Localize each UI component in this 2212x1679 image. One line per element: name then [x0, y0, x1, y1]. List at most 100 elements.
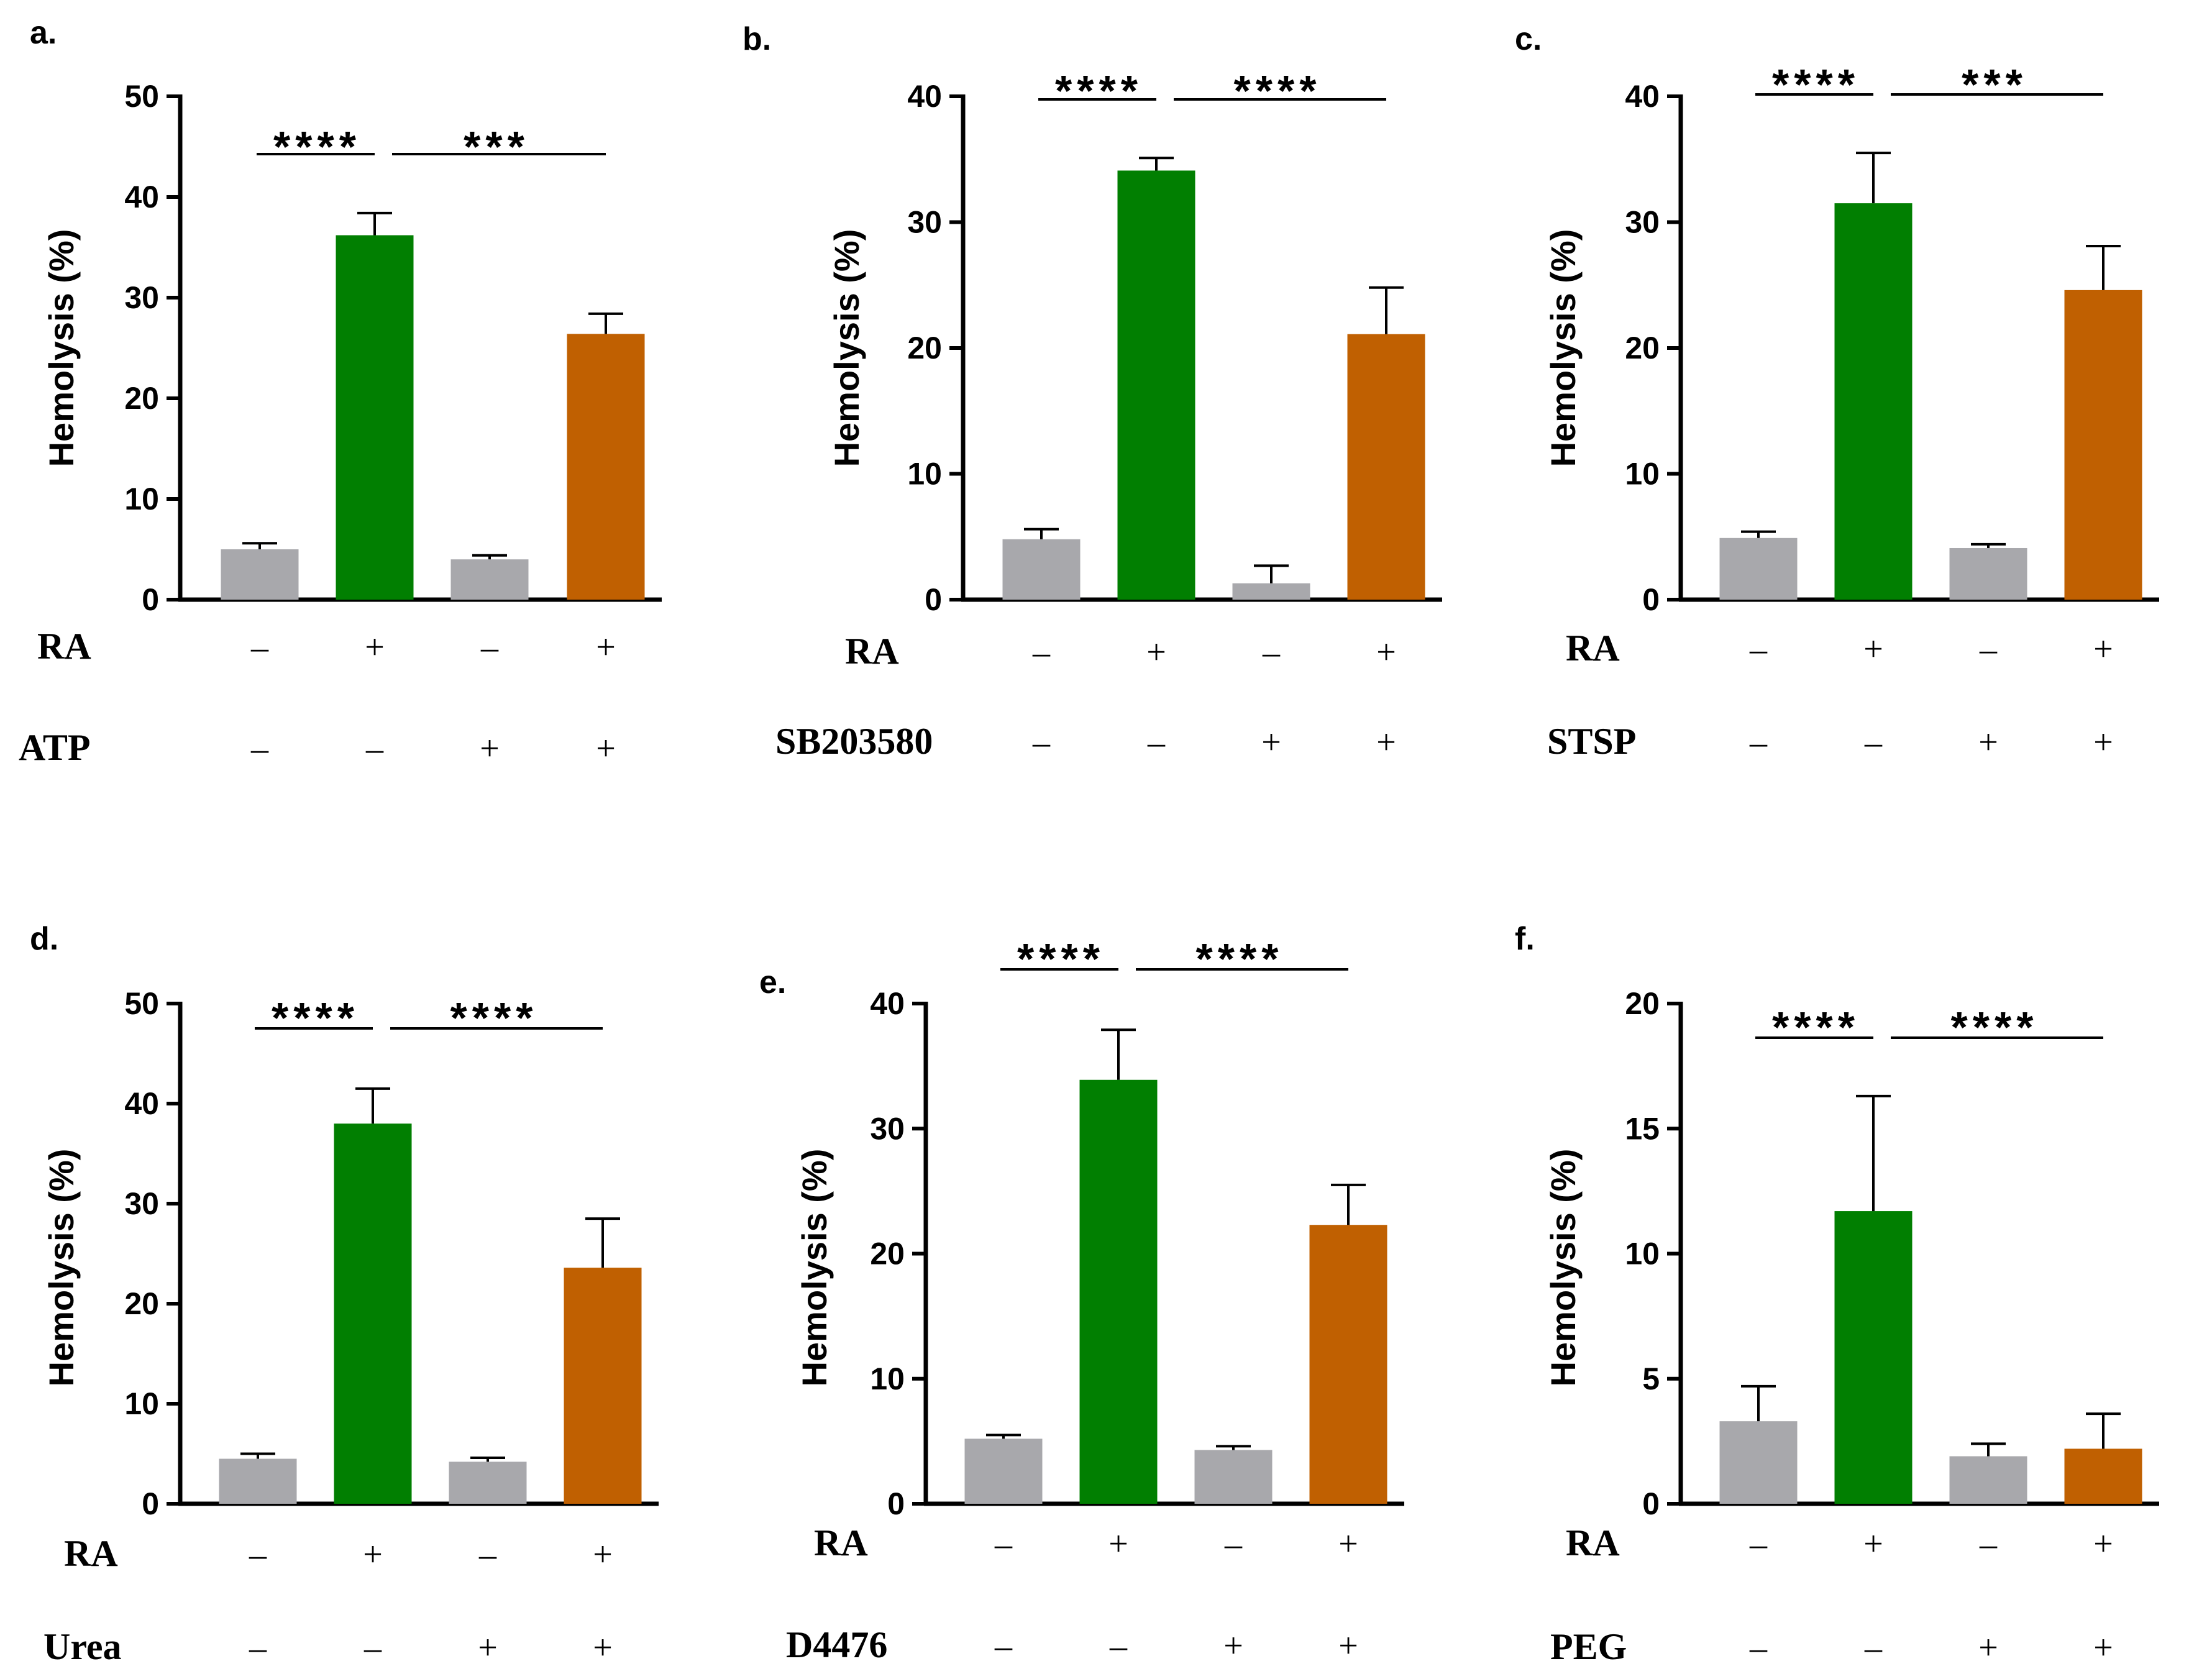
- treatment-sign: –: [249, 1535, 267, 1574]
- treatment-sign: –: [1979, 630, 1998, 669]
- treatment-label-ra: RA: [814, 1522, 868, 1563]
- significance-stars: ****: [1951, 1003, 2039, 1051]
- bar: [1347, 334, 1425, 600]
- treatment-sign: –: [478, 1535, 497, 1574]
- y-axis-label: Hemolysis (%): [795, 1149, 834, 1387]
- chart-panel-b: b. 0 10 20 30 40 Hemolysis (%) **** **** RA SB2035…: [743, 21, 1442, 762]
- y-axis-label: Hemolysis (%): [42, 229, 81, 467]
- y-axis-label: Hemolysis (%): [1543, 229, 1583, 467]
- significance-stars: ****: [1055, 66, 1143, 115]
- y-tick-label: 30: [124, 1186, 159, 1221]
- treatment-sign: –: [1032, 633, 1051, 672]
- bar: [1719, 1421, 1798, 1504]
- treatment-sign: +: [1223, 1627, 1243, 1665]
- y-tick-label: 10: [124, 1386, 159, 1421]
- y-tick-label: 0: [142, 1486, 159, 1521]
- treatment-sign: –: [1224, 1525, 1243, 1563]
- treatment-sign: +: [1978, 723, 1998, 762]
- treatment-sign: +: [593, 1629, 613, 1667]
- y-axis-label: Hemolysis (%): [827, 229, 866, 467]
- treatment-sign: –: [994, 1525, 1013, 1563]
- treatment-sign: –: [1032, 723, 1051, 762]
- bar: [1834, 203, 1913, 600]
- treatment-sign: –: [1864, 723, 1883, 762]
- bar: [1079, 1079, 1158, 1504]
- treatment-sign: –: [1749, 723, 1768, 762]
- bar: [1834, 1211, 1913, 1504]
- treatment-label-ra: RA: [1566, 1522, 1620, 1563]
- y-tick-label: 50: [124, 986, 159, 1021]
- bar: [2064, 290, 2142, 600]
- treatment-sign: +: [363, 1535, 383, 1574]
- panel-label: a.: [30, 15, 57, 51]
- treatment-sign: +: [365, 628, 385, 667]
- bar: [1002, 539, 1081, 600]
- treatment-sign: +: [593, 1535, 613, 1574]
- significance-stars: ****: [272, 994, 359, 1042]
- y-tick-label: 20: [1625, 331, 1660, 365]
- bar: [219, 1458, 297, 1504]
- panel-label: d.: [30, 921, 58, 957]
- bar: [334, 1123, 412, 1504]
- y-tick-label: 0: [1642, 582, 1660, 617]
- y-tick-label: 40: [1625, 79, 1660, 114]
- treatment-sign: –: [480, 628, 499, 667]
- treatment-label: Urea: [43, 1626, 122, 1667]
- treatment-sign: +: [596, 730, 616, 768]
- chart-panel-f: f. 0 5 10 15 20 Hemolysis (%) **** **** RA PEG – + – +…: [1515, 921, 2159, 1667]
- chart-panel-e: e. 0 10 20 30 40 Hemolysis (%) **** **** RA D4476 –…: [759, 935, 1404, 1665]
- treatment-label-ra: RA: [1566, 628, 1620, 669]
- y-tick-label: 30: [907, 205, 942, 240]
- treatment-sign: –: [1262, 633, 1281, 672]
- treatment-label-ra: RA: [845, 631, 899, 672]
- y-tick-label: 10: [907, 457, 942, 492]
- y-tick-label: 10: [870, 1361, 905, 1396]
- significance-stars: ***: [1962, 60, 2027, 109]
- y-tick-label: 10: [124, 482, 159, 516]
- bar: [1194, 1450, 1273, 1504]
- treatment-sign: –: [363, 1629, 382, 1667]
- significance-stars: ****: [1017, 935, 1105, 983]
- treatment-sign: +: [2093, 1629, 2113, 1667]
- treatment-sign: –: [249, 1629, 267, 1667]
- bar: [1949, 1456, 2027, 1504]
- y-tick-label: 40: [124, 1086, 159, 1121]
- significance-stars: ****: [1234, 66, 1322, 115]
- treatment-sign: +: [1978, 1629, 1998, 1667]
- y-tick-label: 10: [1625, 457, 1660, 492]
- y-tick-label: 20: [870, 1237, 905, 1271]
- bar: [450, 559, 529, 600]
- y-tick-label: 30: [124, 280, 159, 315]
- y-axis-label: Hemolysis (%): [42, 1149, 81, 1387]
- treatment-sign: +: [1108, 1525, 1128, 1563]
- treatment-sign: –: [1749, 1629, 1768, 1667]
- treatment-sign: –: [1979, 1525, 1998, 1563]
- bar: [2064, 1448, 2142, 1504]
- treatment-label: SB203580: [775, 721, 933, 762]
- treatment-sign: +: [1338, 1525, 1358, 1563]
- panel-label: f.: [1515, 921, 1535, 957]
- treatment-sign: –: [1109, 1627, 1128, 1665]
- treatment-label: STSP: [1547, 721, 1636, 762]
- bar: [1232, 583, 1310, 600]
- treatment-sign: +: [1146, 633, 1166, 672]
- significance-stars: ****: [273, 122, 361, 171]
- bar: [221, 549, 299, 600]
- treatment-sign: +: [1261, 723, 1281, 762]
- y-tick-label: 40: [124, 180, 159, 214]
- y-tick-label: 50: [124, 79, 159, 114]
- y-tick-label: 20: [907, 331, 942, 365]
- y-axis-label: Hemolysis (%): [1543, 1149, 1583, 1387]
- treatment-sign: –: [1749, 1525, 1768, 1563]
- y-tick-label: 30: [870, 1111, 905, 1146]
- y-tick-label: 5: [1642, 1361, 1660, 1396]
- treatment-label-ra: RA: [64, 1533, 118, 1574]
- significance-stars: ****: [1196, 935, 1284, 983]
- treatment-sign: +: [2093, 723, 2113, 762]
- bar: [1949, 547, 2027, 600]
- bar: [1719, 538, 1798, 600]
- treatment-sign: –: [365, 730, 384, 768]
- treatment-sign: –: [250, 628, 269, 667]
